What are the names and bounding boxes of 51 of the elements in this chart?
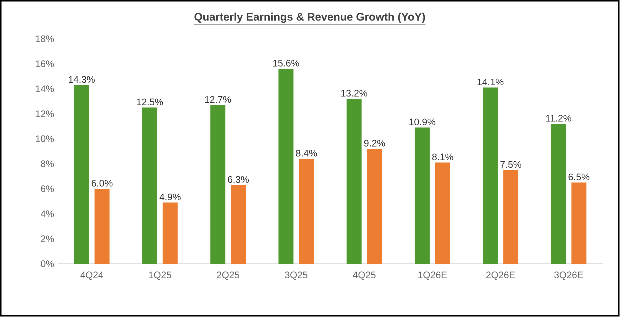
chart-title: Quarterly Earnings & Revenue Growth (YoY) xyxy=(194,12,426,24)
x-tick-label: 2Q25 xyxy=(217,272,240,280)
y-tick-label: 10% xyxy=(36,136,54,142)
bar xyxy=(210,105,226,264)
x-tick-label: 4Q24 xyxy=(80,272,104,280)
bar xyxy=(74,85,90,264)
bar xyxy=(299,159,314,264)
data-label: 14.3% xyxy=(69,76,95,84)
data-label: 7.5% xyxy=(500,161,522,168)
bar xyxy=(231,185,246,264)
data-label: 6.5% xyxy=(568,174,590,181)
data-label: 8.4% xyxy=(296,150,318,157)
bar xyxy=(483,88,498,264)
bar xyxy=(572,182,587,264)
y-tick-label: 18% xyxy=(36,36,54,42)
data-label: 13.2% xyxy=(342,90,368,97)
bar xyxy=(367,149,382,264)
y-tick-label: 4% xyxy=(40,210,54,218)
bar xyxy=(435,162,450,264)
x-tick-label: 3Q26E xyxy=(554,272,584,280)
data-label: 6.3% xyxy=(228,176,250,184)
data-label: 8.1% xyxy=(432,154,454,161)
bar xyxy=(346,99,362,264)
y-tick-label: 8% xyxy=(41,160,54,168)
x-tick-label: 1Q25 xyxy=(149,272,172,280)
data-label: 10.9% xyxy=(410,118,436,126)
bar xyxy=(94,189,110,264)
y-tick-label: 16% xyxy=(36,60,54,68)
bar xyxy=(414,128,430,264)
data-label: 9.2% xyxy=(364,140,386,147)
y-tick-label: 14% xyxy=(36,86,54,92)
y-tick-label: 2% xyxy=(41,236,54,242)
data-label: 6.0% xyxy=(92,180,113,187)
data-label: 12.7% xyxy=(205,96,232,104)
x-tick-label: 2Q26E xyxy=(486,272,516,280)
y-tick-label: 6% xyxy=(41,186,54,192)
y-tick-label: 0% xyxy=(41,260,54,268)
data-label: 4.9% xyxy=(160,194,181,201)
bar xyxy=(142,108,158,264)
x-tick-label: 1Q26E xyxy=(418,272,448,280)
y-tick-label: 12% xyxy=(36,110,54,118)
bar xyxy=(551,124,566,264)
x-tick-label: 4Q25 xyxy=(353,272,376,280)
bar xyxy=(504,170,519,264)
data-label: 11.2% xyxy=(546,115,572,122)
x-tick-label: 3Q25 xyxy=(285,272,308,280)
data-label: 12.5% xyxy=(137,98,164,106)
bar xyxy=(278,69,294,264)
data-label: 14.1% xyxy=(478,78,504,86)
bar xyxy=(162,202,178,264)
data-label: 15.6% xyxy=(273,60,300,67)
